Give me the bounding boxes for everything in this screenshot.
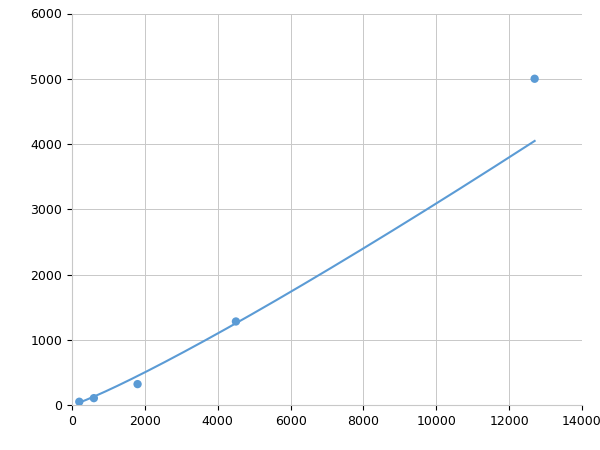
- Point: [530, 75, 539, 82]
- Point: [231, 318, 241, 325]
- Point: [133, 381, 142, 388]
- Point: [89, 395, 98, 402]
- Point: [74, 398, 84, 405]
